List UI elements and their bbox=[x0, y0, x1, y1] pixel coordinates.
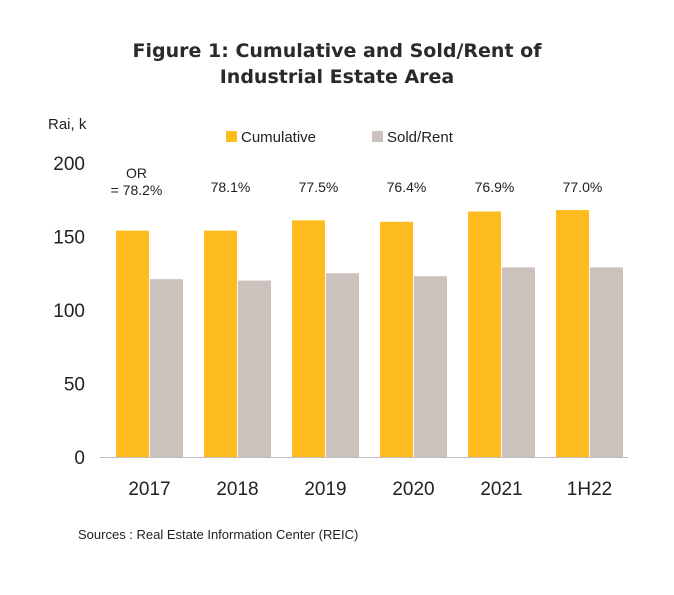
legend-swatch bbox=[226, 131, 237, 142]
y-axis-label: Rai, k bbox=[48, 116, 87, 133]
bar bbox=[238, 280, 271, 457]
data-annotation: 77.0% bbox=[563, 179, 603, 195]
chart-title-line2: Industrial Estate Area bbox=[219, 66, 455, 88]
x-tick-label: 2021 bbox=[480, 479, 522, 500]
legend-label: Sold/Rent bbox=[387, 129, 454, 146]
data-annotation: OR = 78.2% bbox=[111, 165, 163, 198]
bar bbox=[556, 210, 589, 457]
bar bbox=[204, 230, 237, 457]
bar bbox=[414, 276, 447, 457]
bar bbox=[326, 273, 359, 457]
bar bbox=[116, 230, 149, 457]
x-tick-label: 2017 bbox=[128, 479, 170, 500]
bar bbox=[150, 279, 183, 457]
bar bbox=[292, 220, 325, 457]
y-tick-label: 200 bbox=[53, 154, 85, 175]
x-tick-label: 2019 bbox=[304, 479, 346, 500]
x-tick-label: 1H22 bbox=[567, 479, 612, 500]
y-tick-label: 0 bbox=[74, 448, 85, 469]
y-tick-label: 100 bbox=[53, 301, 85, 322]
data-annotation: 76.4% bbox=[387, 179, 427, 195]
bar bbox=[502, 267, 535, 457]
bar bbox=[590, 267, 623, 457]
bar bbox=[468, 211, 501, 457]
bar bbox=[380, 221, 413, 457]
chart-title-line1: Figure 1: Cumulative and Sold/Rent of bbox=[132, 40, 542, 62]
data-annotation: 77.5% bbox=[299, 179, 339, 195]
y-tick-label: 50 bbox=[64, 375, 85, 396]
legend-label: Cumulative bbox=[241, 129, 316, 146]
x-tick-label: 2018 bbox=[216, 479, 258, 500]
chart-title: Figure 1: Cumulative and Sold/Rent of In… bbox=[0, 38, 674, 90]
data-annotation: 78.1% bbox=[211, 179, 251, 195]
data-annotation: 76.9% bbox=[475, 179, 515, 195]
x-tick-label: 2020 bbox=[392, 479, 434, 500]
y-tick-label: 150 bbox=[53, 228, 85, 249]
legend-swatch bbox=[372, 131, 383, 142]
source-note: Sources : Real Estate Information Center… bbox=[78, 527, 359, 542]
